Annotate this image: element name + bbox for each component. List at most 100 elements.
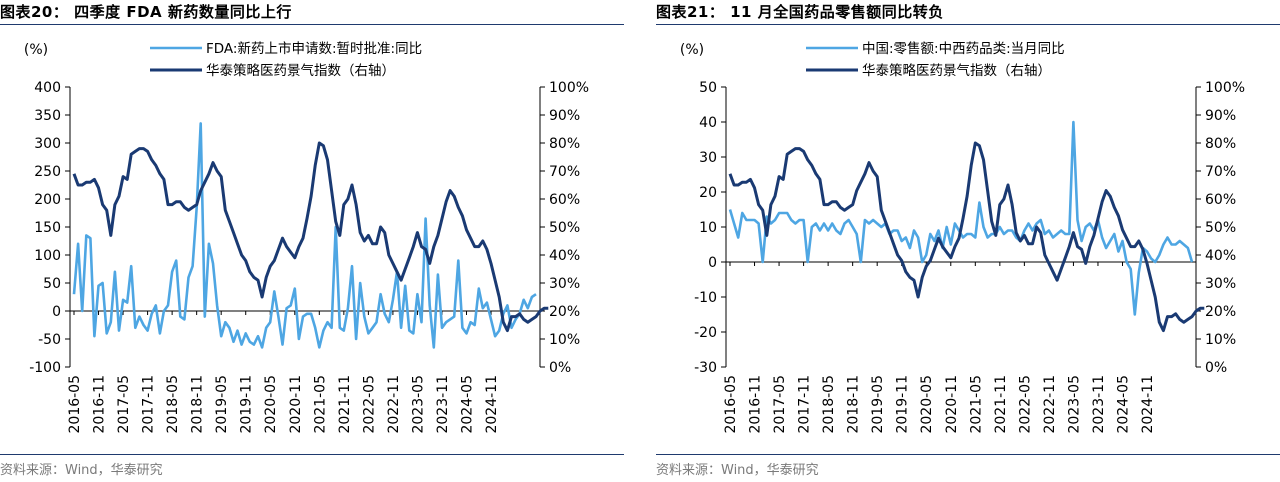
x-tick-label: 2021-11 (337, 375, 353, 434)
right-tick-label: 0% (1205, 360, 1227, 376)
source-note: 资料来源：Wind，华泰研究 (0, 463, 163, 478)
right-tick-label: 30% (549, 276, 580, 292)
legend-label: 华泰策略医药景气指数（右轴） (862, 62, 1051, 79)
x-tick-label: 2017-05 (772, 375, 788, 434)
x-tick-label: 2020-05 (919, 375, 935, 434)
right-tick-label: 20% (1205, 304, 1236, 320)
title-divider (656, 24, 1280, 25)
x-tick-label: 2019-11 (239, 375, 255, 434)
left-tick-label: 0 (52, 304, 61, 320)
left-tick-label: 40 (699, 115, 717, 131)
x-tick-label: 2021-11 (993, 375, 1009, 434)
x-tick-label: 2022-05 (361, 375, 377, 434)
x-tick-label: 2023-05 (1066, 375, 1082, 434)
x-tick-label: 2019-05 (870, 375, 886, 434)
retail-line-chart: (%) 50 40 30 20 10 0 -10 -20 -30 100% 90% 80% 70% 60% 5… (680, 41, 1245, 434)
x-tick-label: 2024-11 (1140, 375, 1156, 434)
legend-label: 华泰策略医药景气指数（右轴） (206, 62, 395, 79)
left-tick-label: 350 (34, 108, 61, 124)
right-tick-label: 70% (549, 164, 580, 180)
legend-label: 中国:零售额:中西药品类:当月同比 (862, 41, 1065, 57)
right-tick-label: 60% (549, 192, 580, 208)
right-tick-label: 40% (549, 248, 580, 264)
left-tick-label: 50 (43, 276, 61, 292)
x-tick-label: 2018-11 (846, 375, 862, 434)
right-tick-label: 40% (1205, 248, 1236, 264)
x-tick-label: 2021-05 (312, 375, 328, 434)
chart-panel-fda: 图表20： 四季度 FDA 新药数量同比上行 (%) 400 350 300 250 20… (0, 0, 624, 482)
x-tick-label: 2018-05 (821, 375, 837, 434)
chart-title: 图表20： 四季度 FDA 新药数量同比上行 (0, 3, 292, 21)
x-tick-label: 2018-05 (165, 375, 181, 434)
x-tick-label: 2017-05 (116, 375, 132, 434)
left-tick-label: -50 (38, 332, 61, 348)
right-tick-label: 70% (1205, 164, 1236, 180)
x-tick-label: 2016-05 (67, 375, 83, 434)
x-tick-label: 2016-11 (92, 375, 108, 434)
x-tick-label: 2022-11 (386, 375, 402, 434)
left-tick-label: 150 (34, 220, 61, 236)
right-tick-label: 90% (549, 108, 580, 124)
right-tick-label: 50% (549, 220, 580, 236)
right-tick-label: 100% (1205, 80, 1245, 96)
x-tick-label: 2017-11 (141, 375, 157, 434)
right-tick-label: 90% (1205, 108, 1236, 124)
title-divider (0, 24, 624, 25)
right-tick-label: 50% (1205, 220, 1236, 236)
left-tick-label: 20 (699, 185, 717, 201)
left-axis-unit: (%) (680, 42, 704, 58)
right-tick-label: 10% (1205, 332, 1236, 348)
left-tick-label: 0 (708, 255, 717, 271)
legend-label: FDA:新药上市申请数:暂时批准:同比 (206, 40, 422, 57)
fda-line-chart: (%) 400 350 300 250 200 150 100 50 0 -50 -100 100% 90… (24, 40, 589, 434)
source-divider (656, 454, 1280, 455)
x-tick-label: 2024-05 (459, 375, 475, 434)
left-tick-label: 200 (34, 192, 61, 208)
chart-title: 图表21： 11 月全国药品零售额同比转负 (656, 3, 944, 21)
right-tick-label: 60% (1205, 192, 1236, 208)
x-tick-label: 2022-11 (1042, 375, 1058, 434)
x-tick-label: 2023-11 (1091, 375, 1107, 434)
x-tick-label: 2016-11 (748, 375, 764, 434)
x-tick-label: 2023-05 (410, 375, 426, 434)
series-line-left-axis (728, 120, 1194, 316)
left-tick-label: 250 (34, 164, 61, 180)
left-tick-label: 300 (34, 136, 61, 152)
right-tick-label: 30% (1205, 276, 1236, 292)
x-tick-label: 2021-05 (968, 375, 984, 434)
x-tick-label: 2024-11 (484, 375, 500, 434)
series-line-right-axis (72, 141, 549, 333)
right-tick-label: 100% (549, 80, 589, 96)
right-tick-label: 0% (549, 360, 571, 376)
x-tick-label: 2020-11 (944, 375, 960, 434)
left-tick-label: -10 (694, 290, 717, 306)
left-tick-label: 400 (34, 80, 61, 96)
x-tick-label: 2018-11 (190, 375, 206, 434)
series-line-right-axis (728, 141, 1205, 333)
source-note: 资料来源：Wind，华泰研究 (656, 463, 819, 478)
left-tick-label: 10 (699, 220, 717, 236)
x-tick-label: 2024-05 (1115, 375, 1131, 434)
left-tick-label: 30 (699, 150, 717, 166)
left-tick-label: -30 (694, 360, 717, 376)
left-tick-label: -100 (29, 360, 61, 376)
right-tick-label: 80% (549, 136, 580, 152)
x-tick-label: 2019-05 (214, 375, 230, 434)
left-tick-label: 50 (699, 80, 717, 96)
right-tick-label: 20% (549, 304, 580, 320)
right-tick-label: 10% (549, 332, 580, 348)
x-tick-label: 2016-05 (723, 375, 739, 434)
x-tick-label: 2020-11 (288, 375, 304, 434)
x-tick-label: 2019-11 (895, 375, 911, 434)
left-tick-label: -20 (694, 325, 717, 341)
right-tick-label: 80% (1205, 136, 1236, 152)
x-tick-label: 2023-11 (435, 375, 451, 434)
series-line-left-axis (72, 122, 537, 349)
x-tick-label: 2017-11 (797, 375, 813, 434)
chart-panel-retail: 图表21： 11 月全国药品零售额同比转负 (%) 50 40 30 20 10 0 -10 -… (656, 0, 1280, 482)
x-tick-label: 2022-05 (1017, 375, 1033, 434)
source-divider (0, 454, 624, 455)
x-tick-label: 2020-05 (263, 375, 279, 434)
left-axis-unit: (%) (24, 42, 48, 58)
left-tick-label: 100 (34, 248, 61, 264)
